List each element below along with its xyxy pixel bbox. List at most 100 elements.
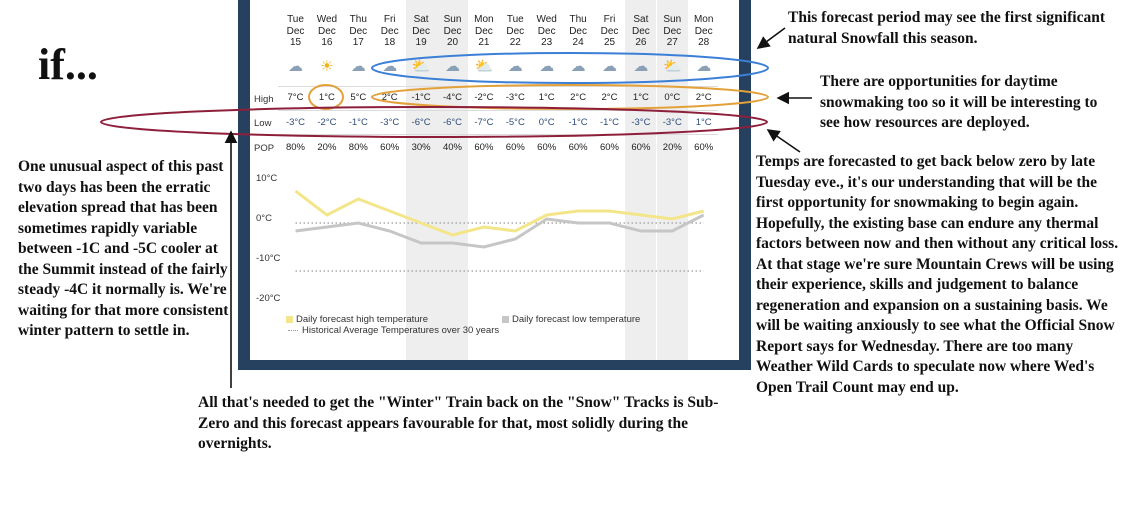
row-label-high: High xyxy=(254,94,274,105)
sun-cloud-icon: ⛅ xyxy=(474,58,494,75)
high-temp-cell: 2°C xyxy=(601,92,618,103)
day-header-dow: Sun xyxy=(663,14,682,25)
y-tick-label: -10°C xyxy=(256,253,281,264)
high-temp-cell: 0°C xyxy=(664,92,681,103)
day-header-mon: Dec xyxy=(443,25,462,37)
legend-swatch-low xyxy=(502,315,509,323)
low-temp-cell: -1°C xyxy=(568,117,588,128)
legend-swatch-historical xyxy=(288,329,298,331)
row-label-pop: POP xyxy=(254,143,275,154)
day-header-day: 25 xyxy=(603,37,616,48)
annotation-elevation-spread: One unusual aspect of this past two days… xyxy=(18,158,229,339)
day-header: Sat Dec 19 xyxy=(406,14,437,49)
pop-cell: 60% xyxy=(474,142,494,153)
day-header-dow: Tue xyxy=(506,14,524,25)
day-header-day: 18 xyxy=(384,37,396,48)
day-header-dow: Mon xyxy=(693,14,714,25)
day-header: Thu Dec 24 xyxy=(563,14,594,49)
high-temp-line xyxy=(294,189,705,237)
pop-cell: 30% xyxy=(411,142,431,153)
day-header-mon: Dec xyxy=(286,25,305,37)
pop-cell: 60% xyxy=(631,142,651,153)
low-temp-cell: -1°C xyxy=(348,117,368,128)
day-header-dow: Fri xyxy=(383,14,396,25)
day-header-dow: Fri xyxy=(603,14,616,25)
pop-cell: 20% xyxy=(317,142,337,153)
day-header-dow: Tue xyxy=(287,14,304,25)
snow-cloud-icon: ☁ xyxy=(350,58,366,75)
pop-cell: 80% xyxy=(285,142,305,153)
day-header-mon: Dec xyxy=(663,25,682,37)
annotation-snowfall: This forecast period may see the first s… xyxy=(788,9,1105,47)
day-header-dow: Sun xyxy=(443,14,462,25)
low-temp-cell: -3°C xyxy=(631,117,651,128)
day-header-day: 26 xyxy=(635,37,647,48)
weekend-shade xyxy=(437,0,468,360)
high-temp-cell: -2°C xyxy=(474,92,494,103)
low-temp-cell: -6°C xyxy=(411,117,431,128)
day-header-mon: Dec xyxy=(569,25,587,37)
day-header: Fri Dec 18 xyxy=(374,14,405,49)
legend-low: Daily forecast low temperature xyxy=(502,314,640,325)
high-temp-cell: -3°C xyxy=(505,92,525,103)
day-header-dow: Wed xyxy=(536,14,557,25)
low-temp-cell: -2°C xyxy=(317,117,337,128)
day-header: Mon Dec 21 xyxy=(468,14,499,49)
high-temp-cell: 1°C xyxy=(632,92,649,103)
day-header: Wed Dec 16 xyxy=(311,14,342,49)
day-header-day: 19 xyxy=(415,37,427,48)
low-temp-cell: -3°C xyxy=(380,117,400,128)
day-header: Tue Dec 15 xyxy=(280,14,311,49)
legend-high: Daily forecast high temperature xyxy=(286,314,428,325)
day-header-dow: Sat xyxy=(413,14,429,25)
day-header-mon: Dec xyxy=(694,25,713,37)
low-temp-line xyxy=(295,213,705,249)
high-temp-cell: 1°C xyxy=(538,92,555,103)
snow-cloud-icon: ☁ xyxy=(602,58,617,75)
day-header-dow: Thu xyxy=(349,14,367,25)
pop-cell: 60% xyxy=(694,142,714,153)
high-temp-cell: 5°C xyxy=(350,92,367,103)
day-header-day: 24 xyxy=(572,37,584,48)
y-tick-label: 10°C xyxy=(256,173,278,184)
snow-cloud-icon: ☁ xyxy=(445,58,460,75)
day-header-day: 17 xyxy=(352,37,364,48)
day-header-mon: Dec xyxy=(600,25,619,37)
day-header-mon: Dec xyxy=(631,25,650,37)
annotation-sub-zero: All that's needed to get the "Winter" Tr… xyxy=(198,394,719,452)
y-tick-label: 0°C xyxy=(256,213,272,224)
row-label-low: Low xyxy=(254,118,272,129)
day-header-mon: Dec xyxy=(412,25,430,37)
pop-cell: 60% xyxy=(599,142,619,153)
day-header-mon: Dec xyxy=(537,25,556,37)
day-header-day: 23 xyxy=(541,37,553,48)
low-temp-cell: -6°C xyxy=(442,117,463,128)
pop-cell: 80% xyxy=(348,142,368,153)
day-header-day: 16 xyxy=(321,37,333,48)
row-divider xyxy=(278,110,718,111)
sun-icon: ☀ xyxy=(320,58,334,75)
high-temp-cell: 2°C xyxy=(570,92,587,103)
day-header: Sat Dec 26 xyxy=(625,14,656,49)
sun-cloud-icon: ⛅ xyxy=(411,58,431,75)
pop-cell: 60% xyxy=(537,142,557,153)
day-header-day: 20 xyxy=(446,37,459,48)
day-header-dow: Mon xyxy=(474,14,494,25)
high-temp-cell: 7°C xyxy=(287,92,304,103)
day-header-dow: Thu xyxy=(569,14,587,25)
pop-cell: 60% xyxy=(380,142,400,153)
pop-cell: 60% xyxy=(505,142,525,153)
row-divider xyxy=(278,134,718,135)
day-header: Fri Dec 25 xyxy=(594,14,625,49)
annotation-temps-outlook: Temps are forecasted to get back below z… xyxy=(756,153,1119,396)
low-temp-cell: 0°C xyxy=(538,117,555,128)
temps-arrow xyxy=(766,129,801,153)
day-header-mon: Dec xyxy=(380,25,399,37)
legend-swatch-high xyxy=(286,315,293,323)
forecast-panel: Tue Dec 15 Wed Dec 16 Thu Dec 17 Fri Dec 18 Sat Dec 19… xyxy=(250,0,739,360)
day-header-mon: Dec xyxy=(349,25,368,37)
low-temp-cell: -5°C xyxy=(505,117,525,128)
day-header-mon: Dec xyxy=(474,25,493,37)
day-header-day: 28 xyxy=(698,37,710,48)
